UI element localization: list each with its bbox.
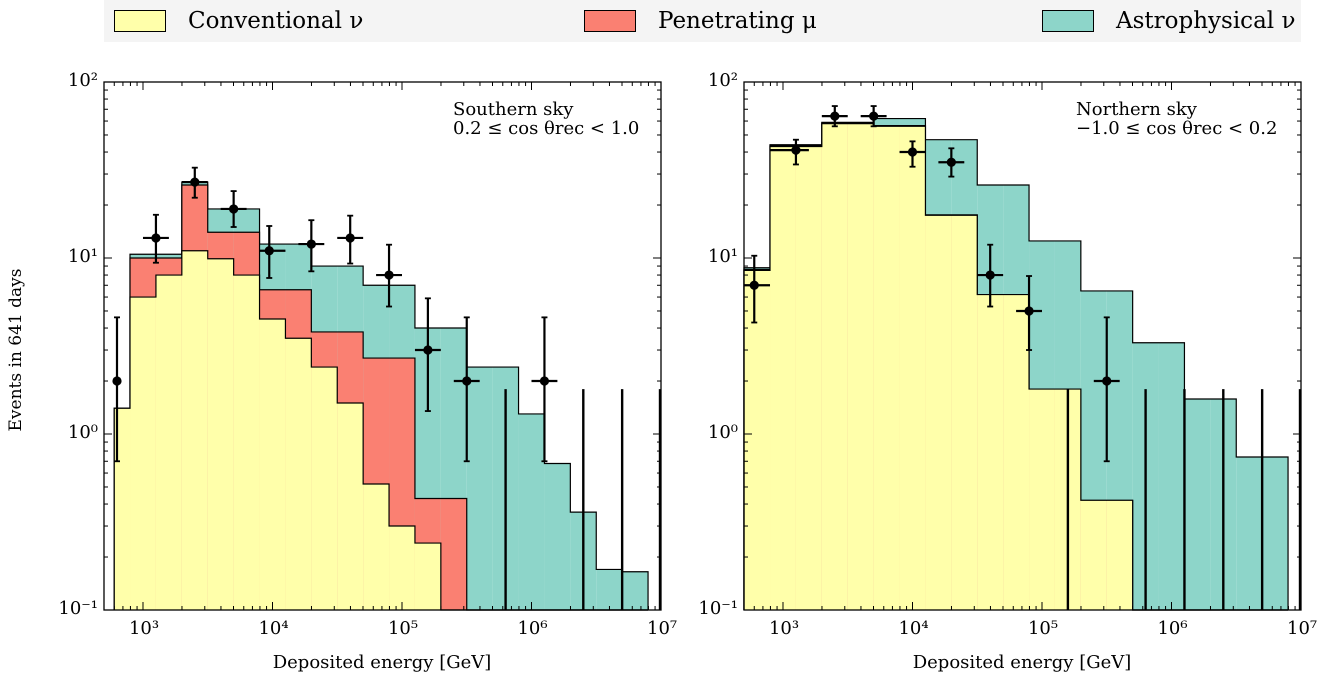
hist-bar-0-13: [1080, 500, 1107, 610]
hist-bar-0-8: [951, 215, 978, 611]
hist-bar-2-20: [1262, 457, 1289, 610]
data-point-3: [229, 204, 239, 214]
hist-bar-0-3: [821, 123, 848, 611]
y-tick-label: 10¹: [67, 246, 98, 267]
hist-bar-0-7: [285, 338, 312, 610]
hist-bar-0-7: [925, 215, 952, 611]
legend-label-conventional: Conventional ν: [188, 8, 364, 34]
hist-bar-2-16: [518, 413, 545, 610]
panel-title-southern: Southern sky: [453, 99, 574, 120]
legend-item-conventional: Conventional ν: [114, 6, 363, 36]
x-axis-label-right: Deposited energy [GeV]: [912, 652, 1132, 673]
hist-bar-0-4: [207, 258, 234, 610]
hist-bar-1-13: [440, 498, 467, 610]
panel-subtitle-southern: 0.2 ≤ cos θrec < 1.0: [453, 118, 640, 139]
x-tick-label: 10³: [128, 618, 160, 639]
data-point-6: [345, 233, 355, 243]
data-point-7: [1024, 306, 1034, 316]
hist-bar-2-17: [1184, 399, 1211, 610]
y-tick-label: 10⁻¹: [698, 598, 738, 619]
hist-bar-0-3: [181, 250, 208, 610]
hist-bar-0-9: [337, 403, 364, 610]
legend-swatch-astrophysical: [1042, 10, 1094, 32]
hist-bar-0-11: [1029, 389, 1055, 610]
data-point-9: [462, 376, 472, 386]
hist-bar-2-14: [466, 367, 493, 610]
data-point-2: [190, 177, 200, 187]
y-tick-label: 10¹: [707, 246, 738, 267]
legend-swatch-penetrating: [584, 10, 636, 32]
hist-bar-0-9: [977, 294, 1004, 610]
x-axis-label-left: Deposited energy [GeV]: [272, 652, 492, 673]
data-point-7: [384, 270, 394, 280]
axes-frame-1: [743, 81, 1302, 611]
data-point-5: [306, 239, 316, 249]
hist-bar-0-5: [873, 126, 900, 610]
data-point-5: [946, 157, 956, 167]
hist-bar-0-2: [795, 146, 822, 610]
hist-bar-0-4: [847, 123, 874, 611]
data-point-0: [749, 280, 759, 290]
hist-bar-0-10: [363, 483, 390, 610]
axes-frame-0: [103, 81, 662, 611]
legend-swatch-conventional: [114, 10, 166, 32]
hist-bar-0-11: [389, 526, 415, 610]
legend-label-penetrating: Penetrating μ: [658, 8, 817, 34]
hist-bar-2-17: [544, 463, 571, 610]
y-tick-label: 10⁻¹: [58, 598, 98, 619]
panel-title-northern: Northern sky: [1076, 99, 1197, 120]
hist-bar-0-1: [770, 146, 796, 610]
hist-bar-0-1: [130, 297, 156, 610]
legend-item-penetrating: Penetrating μ: [584, 6, 817, 36]
x-tick-label: 10³: [768, 618, 800, 639]
hist-bar-0-5: [233, 275, 260, 610]
x-tick-label: 10⁷: [647, 618, 678, 639]
x-tick-label: 10⁷: [1287, 618, 1318, 639]
data-point-3: [869, 111, 879, 121]
y-tick-label: 10²: [67, 70, 98, 91]
data-point-6: [985, 270, 995, 280]
hist-bar-2-19: [596, 569, 623, 610]
hist-bar-2-20: [622, 571, 649, 610]
data-point-8: [1102, 376, 1112, 386]
legend-label-astrophysical: Astrophysical ν: [1116, 8, 1296, 34]
hist-bar-0-12: [414, 543, 441, 610]
hist-bar-2-16: [1158, 342, 1185, 610]
x-tick-label: 10⁵: [387, 618, 419, 639]
legend-item-astrophysical: Astrophysical ν: [1042, 6, 1295, 36]
data-point-1: [791, 145, 801, 155]
data-point-0: [112, 376, 122, 386]
panel-subtitle-northern: −1.0 ≤ cos θrec < 0.2: [1076, 118, 1278, 139]
data-point-10: [539, 376, 550, 386]
hist-bar-2-19: [1236, 457, 1263, 610]
x-tick-label: 10⁴: [258, 618, 289, 639]
y-axis-label: Events in 641 days: [6, 268, 26, 432]
hist-bar-0-8: [311, 367, 338, 610]
hist-bar-0-2: [155, 275, 182, 610]
hist-bar-0-6: [259, 319, 286, 610]
data-point-4: [907, 147, 918, 157]
hist-bar-0-0: [114, 408, 131, 610]
y-tick-label: 10⁰: [67, 422, 98, 443]
data-point-4: [264, 246, 274, 256]
hist-bar-0-0: [744, 270, 771, 610]
hist-bar-0-6: [899, 126, 926, 610]
x-tick-label: 10⁵: [1027, 618, 1059, 639]
data-point-8: [423, 345, 433, 355]
x-tick-label: 10⁶: [517, 618, 548, 639]
y-tick-label: 10²: [707, 70, 738, 91]
data-point-2: [830, 111, 840, 121]
hist-bar-0-10: [1003, 294, 1030, 610]
x-tick-label: 10⁶: [1157, 618, 1188, 639]
hist-bar-0-14: [1106, 500, 1133, 610]
y-tick-label: 10⁰: [707, 422, 738, 443]
data-point-1: [151, 233, 161, 243]
legend: Conventional ν Penetrating μ Astrophysic…: [104, 0, 1301, 42]
x-tick-label: 10⁴: [898, 618, 929, 639]
